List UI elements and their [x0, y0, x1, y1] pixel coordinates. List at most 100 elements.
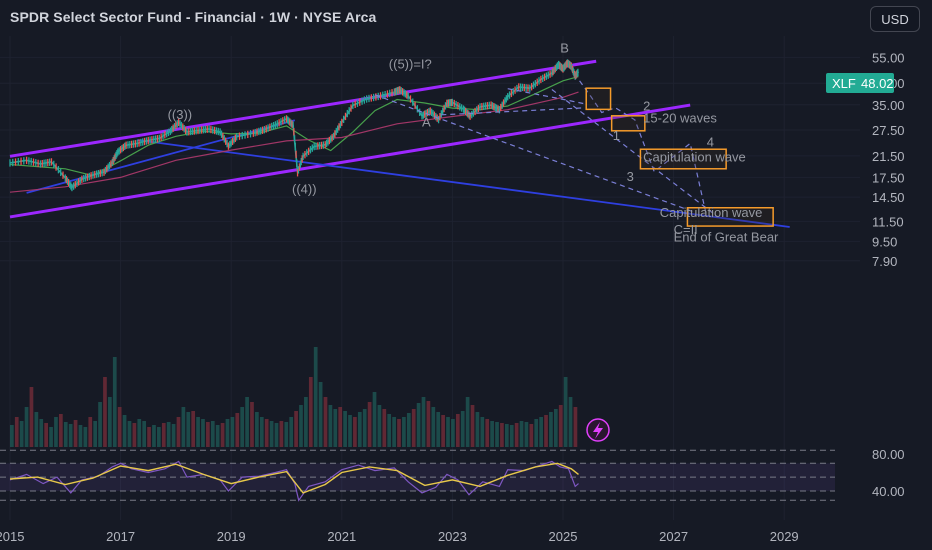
- volume-bar: [519, 421, 524, 447]
- time-axis-label: 2015: [0, 529, 24, 544]
- volume-bar: [161, 423, 166, 447]
- volume-bar: [485, 419, 490, 447]
- wave-label: ((4)): [292, 182, 317, 197]
- volume-bar: [451, 419, 455, 447]
- volume-bar: [259, 417, 264, 447]
- volume-bar: [441, 415, 445, 447]
- volume-bar: [245, 397, 249, 447]
- price-axis-label: 17.50: [872, 170, 905, 185]
- wave-label: C=II: [674, 222, 698, 237]
- volume-bar: [313, 347, 318, 447]
- volume-bar: [83, 427, 88, 447]
- rsi-axis-label: 40.00: [872, 484, 905, 499]
- volume-bar: [377, 405, 382, 447]
- volume-bar: [416, 403, 421, 447]
- volume-bar: [68, 424, 73, 447]
- trend-line[interactable]: [9, 59, 597, 158]
- volume-bar: [279, 421, 284, 447]
- forecast-box[interactable]: [686, 207, 774, 227]
- volume-bar: [215, 425, 220, 447]
- volume-bar: [524, 422, 529, 447]
- volume-bar: [201, 419, 205, 447]
- volume-bar: [362, 409, 367, 447]
- volume-bar: [225, 419, 230, 447]
- volume-bar: [504, 424, 509, 447]
- trend-line[interactable]: [9, 103, 691, 219]
- wave-label: Capitulation wave: [660, 205, 763, 220]
- volume-bar: [573, 407, 578, 447]
- forecast-box[interactable]: [639, 148, 727, 170]
- volume-bar: [490, 421, 494, 447]
- wave-label: 15-20 waves: [643, 111, 717, 126]
- price-axis-label: 7.90: [872, 254, 897, 269]
- price-axis-label: 27.50: [872, 123, 905, 138]
- volume-bar: [387, 414, 392, 447]
- volume-bar: [24, 407, 29, 447]
- chart-title: SPDR Select Sector Fund - Financial · 1W…: [10, 9, 377, 25]
- volume-bar: [318, 382, 323, 447]
- rsi-line: [9, 460, 579, 502]
- volume-bar: [563, 377, 568, 447]
- volume-bar: [431, 407, 436, 447]
- trend-line[interactable]: [137, 139, 790, 228]
- volume-bar: [98, 402, 102, 447]
- currency-button[interactable]: USD: [870, 6, 920, 32]
- volume-bar: [255, 412, 259, 447]
- volume-bar: [186, 412, 191, 447]
- forecast-box[interactable]: [585, 87, 612, 111]
- volume-histogram: [10, 347, 578, 447]
- time-axis-label: 2017: [106, 529, 135, 544]
- price-axis-label: 55.00: [872, 50, 905, 65]
- rsi-panel: [0, 449, 835, 502]
- lightning-icon[interactable]: [586, 418, 610, 442]
- volume-bar: [19, 421, 24, 447]
- volume-bar: [460, 411, 465, 447]
- price-axis-label: 9.50: [872, 234, 897, 249]
- volume-bar: [63, 422, 68, 447]
- volume-bar: [426, 401, 431, 447]
- volume-bar: [328, 405, 333, 447]
- wave-label: B: [560, 41, 569, 56]
- price-axis-label: 21.50: [872, 149, 905, 164]
- volume-bar: [495, 422, 499, 447]
- price-tag-symbol: XLF: [832, 76, 856, 91]
- wave-label: End of Great Bear: [674, 229, 779, 244]
- volume-bar: [274, 423, 279, 447]
- volume-bar: [465, 397, 470, 447]
- forecast-paths: [374, 80, 719, 218]
- price-series: [9, 59, 580, 192]
- forecast-path: [441, 107, 586, 116]
- volume-bar: [240, 407, 245, 447]
- volume-bar: [367, 402, 372, 447]
- volume-bar: [176, 417, 181, 447]
- time-axis-label: 2025: [549, 529, 578, 544]
- forecast-box[interactable]: [610, 115, 646, 132]
- volume-bar: [382, 409, 387, 447]
- time-axis-label: 2019: [217, 529, 246, 544]
- price-tag: XLF 48.02: [826, 73, 894, 93]
- volume-bar: [137, 419, 142, 447]
- volume-bar: [553, 409, 558, 447]
- volume-bar: [73, 420, 78, 447]
- wave-label: 3: [627, 169, 634, 184]
- volume-bar: [549, 412, 553, 447]
- wave-label: A: [422, 114, 431, 129]
- volume-bar: [568, 397, 573, 447]
- volume-bar: [529, 424, 534, 447]
- volume-bar: [558, 405, 563, 447]
- time-axis-label: 2023: [438, 529, 467, 544]
- volume-bar: [436, 412, 441, 447]
- volume-bar: [269, 421, 274, 447]
- volume-bar: [88, 417, 93, 447]
- time-axis-label: 2021: [327, 529, 356, 544]
- rsi-axis-label: 80.00: [872, 447, 905, 462]
- volume-bar: [348, 415, 352, 447]
- volume-bar: [157, 427, 161, 447]
- volume-bar: [210, 421, 215, 447]
- volume-bar: [117, 407, 122, 447]
- volume-bar: [112, 357, 117, 447]
- rsi-line: [9, 462, 579, 494]
- volume-bar: [142, 421, 147, 447]
